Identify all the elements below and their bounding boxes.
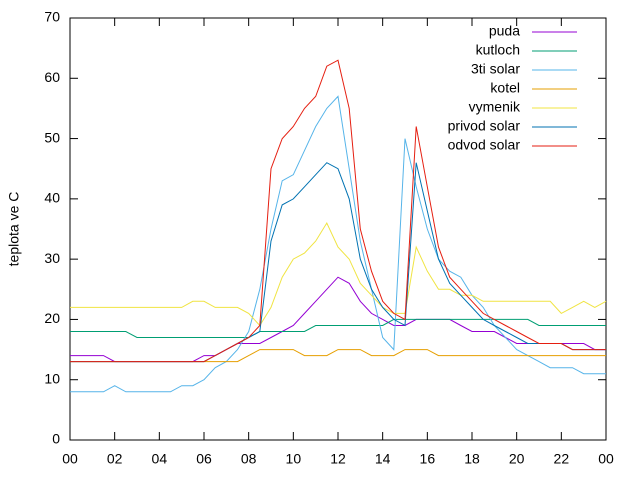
legend-label: puda: [489, 23, 520, 39]
series-line: [70, 349, 606, 363]
x-tick-label: 22: [554, 451, 570, 467]
y-tick-label: 0: [52, 431, 60, 447]
series-line: [70, 95, 606, 393]
x-tick-label: 18: [464, 451, 480, 467]
series-line: [70, 59, 606, 363]
x-tick-label: 12: [330, 451, 346, 467]
y-tick-label: 20: [44, 310, 60, 326]
legend-label: odvod solar: [448, 137, 521, 153]
series-line: [70, 318, 606, 338]
y-tick-label: 60: [44, 69, 60, 85]
y-axis-label: teplota ve C: [6, 192, 22, 267]
y-tick-label: 40: [44, 190, 60, 206]
x-tick-label: 20: [509, 451, 525, 467]
series-line: [70, 221, 607, 327]
legend-label: privod solar: [448, 118, 521, 134]
x-tick-label: 04: [152, 451, 168, 467]
y-tick-label: 30: [44, 250, 60, 266]
x-tick-label: 06: [196, 451, 212, 467]
series-line: [70, 162, 606, 363]
x-tick-label: 14: [375, 451, 391, 467]
legend-label: kotel: [490, 80, 520, 96]
x-tick-label: 00: [598, 451, 614, 467]
y-tick-label: 50: [44, 129, 60, 145]
y-tick-label: 10: [44, 370, 60, 386]
x-tick-label: 16: [420, 451, 436, 467]
x-tick-label: 00: [62, 451, 78, 467]
x-tick-label: 02: [107, 451, 123, 467]
legend-label: 3ti solar: [471, 61, 520, 77]
legend-label: kutloch: [476, 42, 520, 58]
x-tick-label: 10: [286, 451, 302, 467]
x-tick-label: 08: [241, 451, 257, 467]
legend-label: vymenik: [469, 99, 521, 115]
plot-frame: [69, 17, 607, 441]
y-tick-label: 70: [44, 9, 60, 25]
